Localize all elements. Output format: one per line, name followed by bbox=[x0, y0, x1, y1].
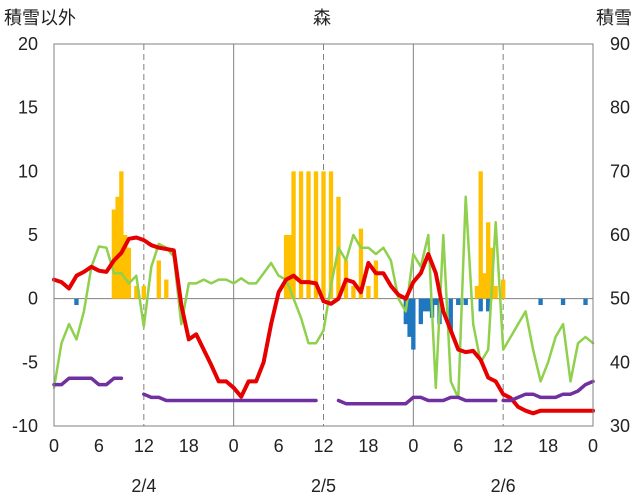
precip-bar bbox=[474, 285, 480, 299]
chart-title: 森 bbox=[313, 8, 331, 29]
plot-frame bbox=[53, 43, 594, 427]
x-tick-label: 12 bbox=[313, 436, 333, 456]
snow-change-bar bbox=[478, 298, 483, 312]
x-tick-label: 0 bbox=[49, 436, 59, 456]
x-tick-label: 0 bbox=[408, 436, 418, 456]
date-label: 2/5 bbox=[311, 476, 336, 496]
snow-change-bar bbox=[486, 298, 491, 312]
temperature-line bbox=[52, 235, 595, 416]
precip-bar bbox=[351, 285, 356, 299]
right-tick-label: 40 bbox=[610, 352, 630, 372]
snow-change-bar bbox=[538, 298, 543, 306]
right-tick-label: 50 bbox=[610, 289, 630, 309]
left-axis-title: 積雪以外 bbox=[4, 8, 76, 29]
left-tick-label: 15 bbox=[18, 98, 38, 118]
precip-bar bbox=[111, 209, 117, 299]
precip-bar bbox=[500, 279, 506, 299]
precip-bar bbox=[486, 222, 491, 299]
left-tick-label: 5 bbox=[28, 225, 38, 245]
snow-change-bar bbox=[583, 298, 588, 306]
x-tick-label: 6 bbox=[94, 436, 104, 456]
snow-change-bar bbox=[407, 298, 412, 337]
left-tick-label: 0 bbox=[28, 289, 38, 309]
left-tick-label: 20 bbox=[18, 34, 38, 54]
precip-bar bbox=[115, 196, 120, 299]
precip-bar bbox=[287, 235, 292, 299]
snow-change-bar bbox=[418, 298, 423, 325]
snow-change-bar bbox=[463, 298, 468, 306]
right-tick-label: 80 bbox=[610, 98, 630, 118]
left-tick-label: 10 bbox=[18, 161, 38, 181]
precip-bar bbox=[373, 260, 379, 299]
wind-line bbox=[52, 195, 595, 400]
snow-depth-line bbox=[52, 376, 124, 387]
snow-change-bar bbox=[426, 298, 431, 312]
x-tick-label: 6 bbox=[274, 436, 284, 456]
right-tick-label: 60 bbox=[610, 225, 630, 245]
left-tick-label: -10 bbox=[12, 416, 38, 436]
right-tick-label: 90 bbox=[610, 34, 630, 54]
series-lines bbox=[52, 195, 595, 416]
x-tick-label: 12 bbox=[493, 436, 513, 456]
x-tick-label: 0 bbox=[229, 436, 239, 456]
x-tick-label: 12 bbox=[134, 436, 154, 456]
precip-bar bbox=[298, 171, 304, 299]
snow-change-bar bbox=[422, 298, 427, 312]
precip-bar bbox=[134, 285, 139, 299]
snow-depth-line bbox=[336, 395, 498, 406]
x-tick-label: 6 bbox=[453, 436, 463, 456]
precip-bar bbox=[321, 171, 326, 299]
snow-change-bar bbox=[456, 298, 461, 306]
precip-bar bbox=[156, 260, 161, 299]
precip-bar bbox=[366, 285, 371, 299]
snow-depth-line bbox=[142, 392, 318, 403]
left-tick-label: -5 bbox=[22, 352, 38, 372]
precip-bar bbox=[164, 279, 169, 299]
date-label: 2/6 bbox=[491, 476, 516, 496]
snow-change-bars bbox=[74, 298, 588, 350]
snow-change-bar bbox=[74, 298, 79, 306]
x-tick-label: 18 bbox=[358, 436, 378, 456]
precip-bar bbox=[119, 171, 124, 299]
precip-bar bbox=[478, 171, 483, 299]
x-tick-label: 18 bbox=[179, 436, 199, 456]
date-label: 2/4 bbox=[131, 476, 156, 496]
x-tick-label: 0 bbox=[588, 436, 598, 456]
right-tick-label: 70 bbox=[610, 161, 630, 181]
snow-change-bar bbox=[448, 298, 453, 331]
right-axis-title: 積雪 bbox=[596, 8, 632, 29]
precip-bar bbox=[358, 228, 364, 299]
precip-bar bbox=[328, 171, 334, 299]
precip-bar bbox=[482, 273, 487, 299]
precip-bar bbox=[313, 171, 319, 299]
snow-change-bar bbox=[411, 298, 416, 350]
precip-bar bbox=[141, 285, 147, 299]
precip-bar bbox=[122, 235, 128, 299]
right-tick-label: 30 bbox=[610, 416, 630, 436]
precip-bar bbox=[126, 247, 132, 299]
snow-change-bar bbox=[560, 298, 566, 306]
precip-bar bbox=[306, 171, 311, 299]
snow-change-bar bbox=[433, 298, 438, 306]
snow-depth-line bbox=[501, 379, 595, 403]
precip-bar bbox=[291, 171, 296, 299]
precip-bar bbox=[283, 235, 289, 299]
precip-bar bbox=[493, 285, 498, 299]
x-tick-label: 18 bbox=[538, 436, 558, 456]
